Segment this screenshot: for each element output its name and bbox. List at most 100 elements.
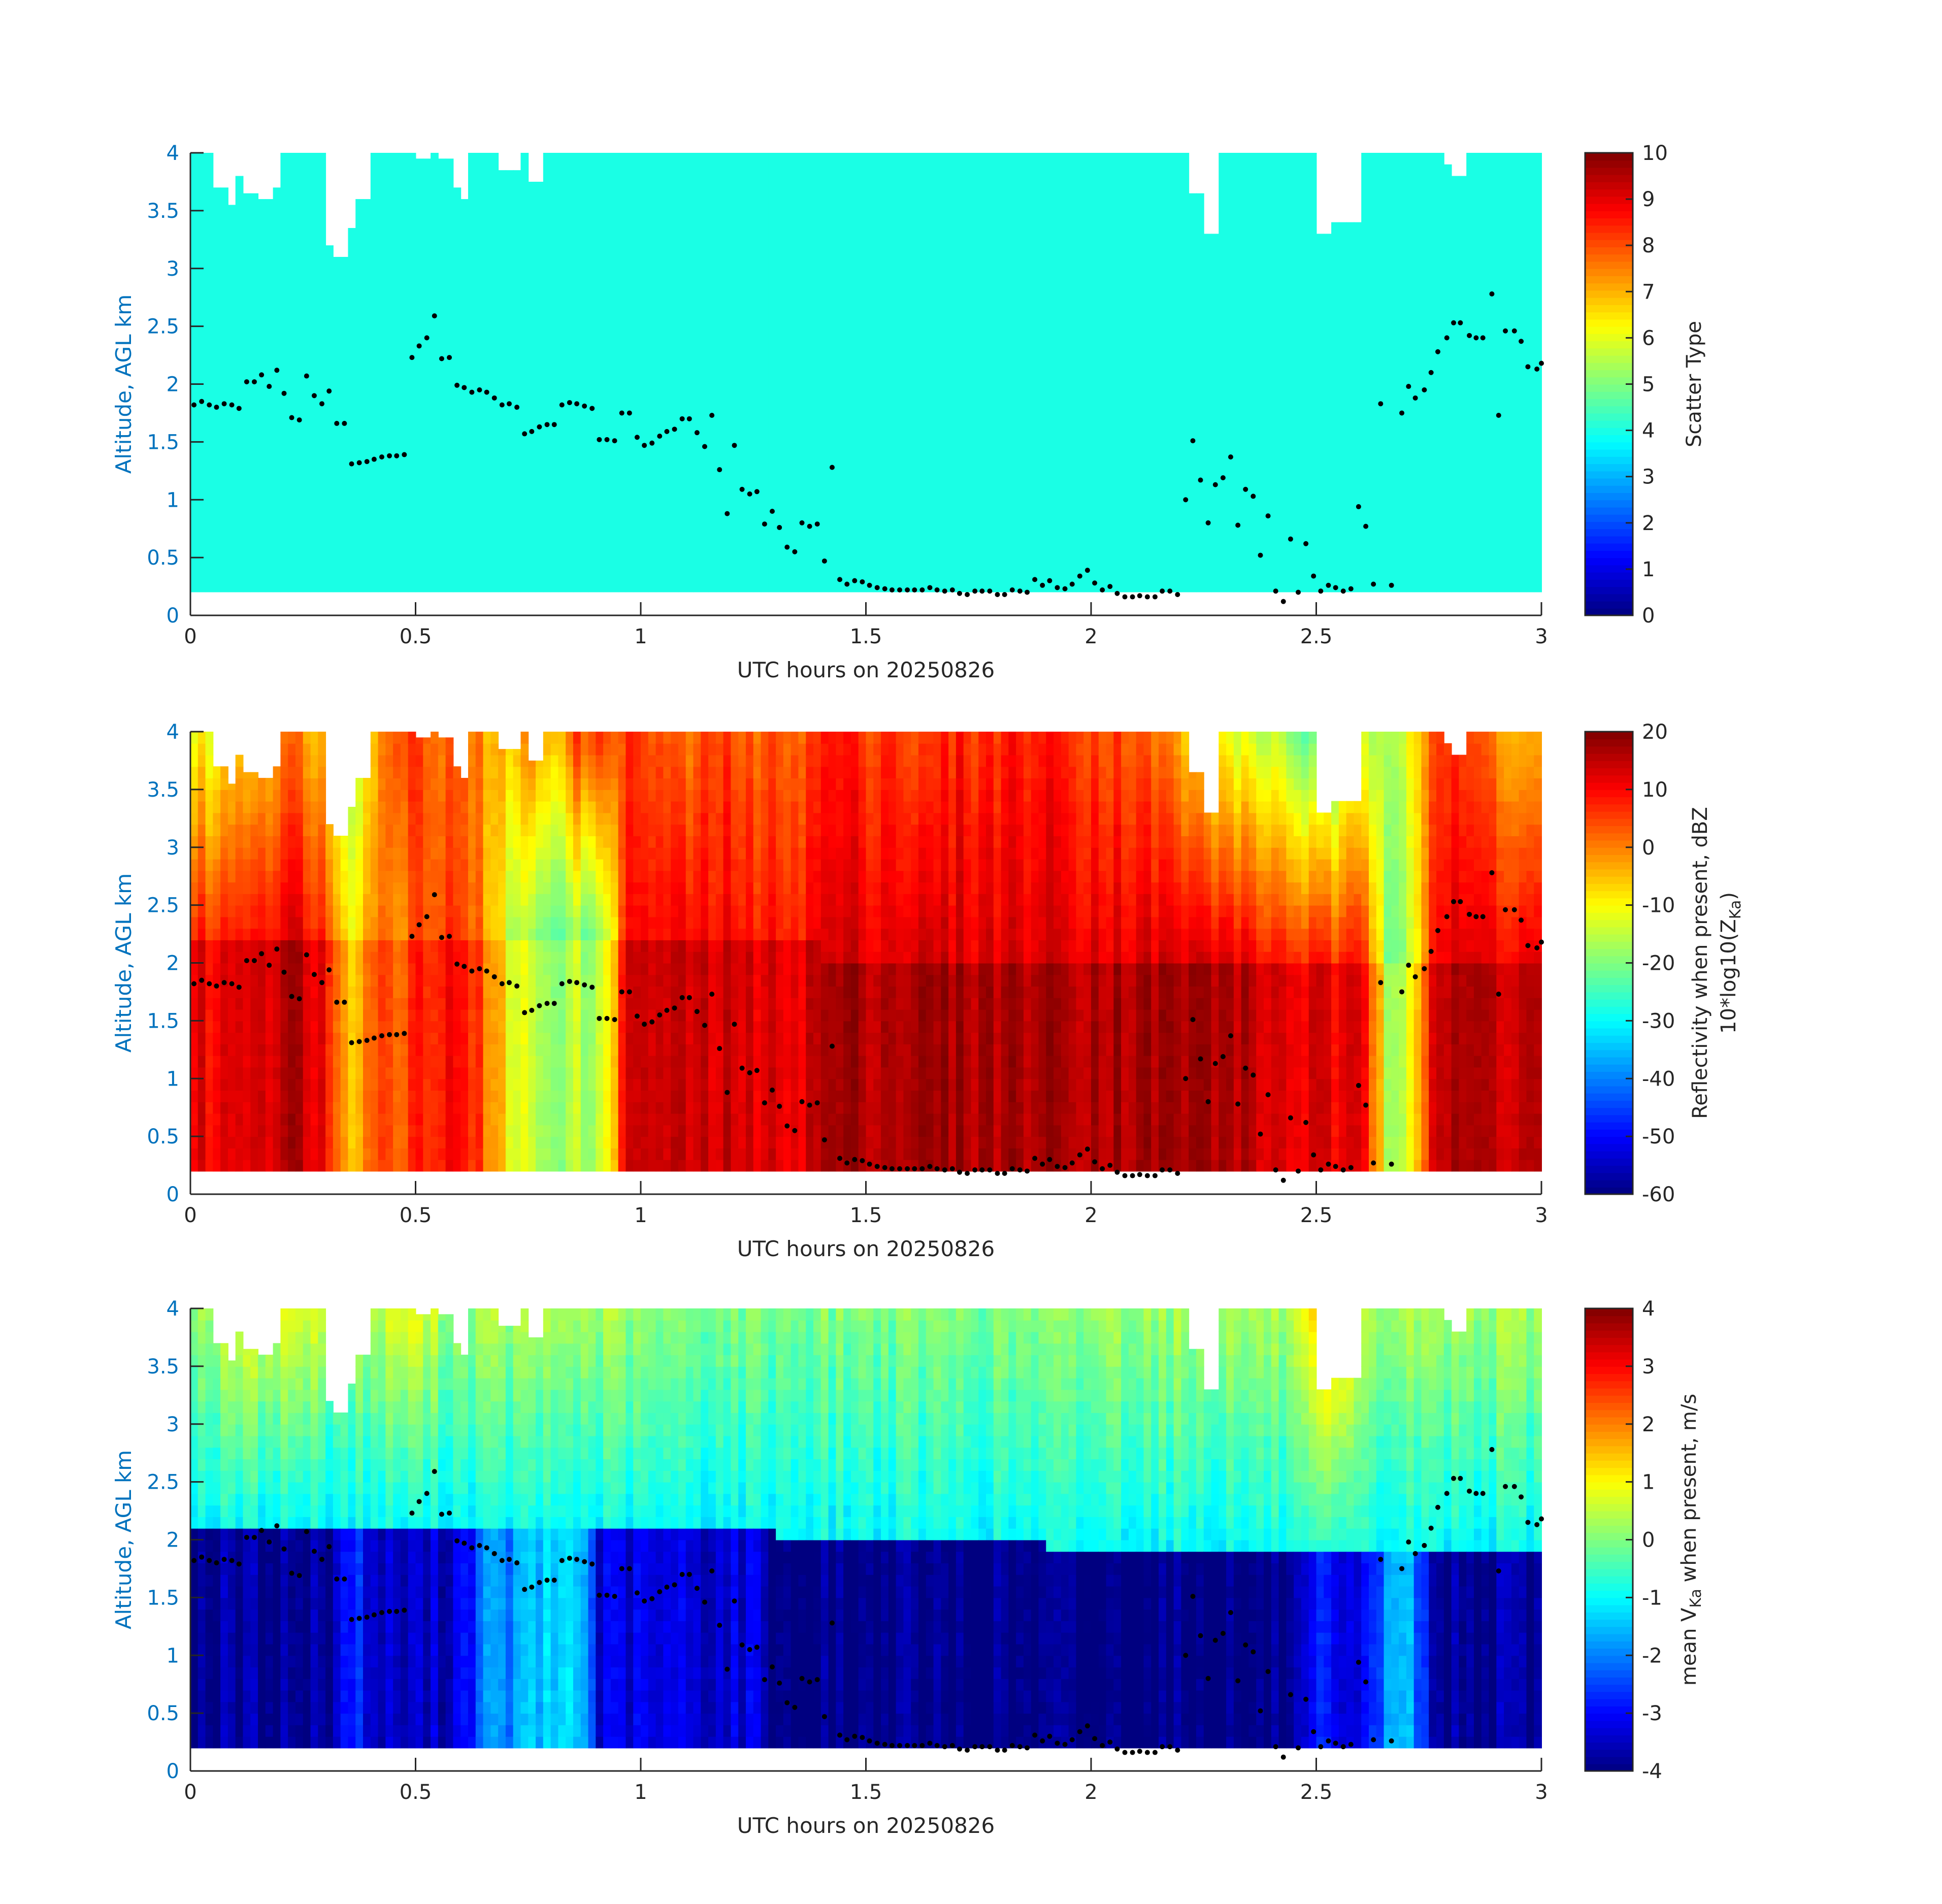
- heatmap-cell: [370, 1009, 379, 1022]
- heatmap-cell: [273, 847, 281, 860]
- heatmap-cell: [641, 974, 649, 987]
- heatmap-cell: [1008, 870, 1017, 883]
- heatmap-cell: [1001, 789, 1009, 802]
- heatmap-cell: [723, 905, 732, 917]
- heatmap-cell: [573, 778, 581, 790]
- heatmap-cell: [453, 986, 462, 998]
- overlay-point: [214, 405, 219, 410]
- heatmap-cell: [460, 812, 469, 825]
- heatmap-cell: [806, 1078, 814, 1091]
- heatmap-cell: [731, 1113, 739, 1126]
- heatmap-cell: [213, 1032, 221, 1044]
- heatmap-cell: [768, 1021, 777, 1033]
- heatmap-cell: [483, 951, 491, 964]
- heatmap-cell: [580, 859, 589, 871]
- heatmap-cell: [1083, 754, 1092, 767]
- heatmap-cell: [753, 963, 762, 975]
- heatmap-cell: [536, 1101, 544, 1114]
- heatmap-cell: [641, 754, 649, 767]
- heatmap-cell: [948, 1147, 957, 1160]
- heatmap-cell: [453, 1113, 462, 1126]
- heatmap-cell: [498, 997, 506, 1010]
- heatmap-cell: [280, 1009, 289, 1022]
- overlay-point: [657, 433, 663, 439]
- heatmap-cell: [310, 1032, 319, 1044]
- colorbar-swatch: [1585, 189, 1633, 197]
- heatmap-cell: [926, 916, 934, 929]
- heatmap-cell: [776, 1021, 784, 1033]
- heatmap-cell: [235, 893, 244, 906]
- heatmap-cell: [873, 893, 882, 906]
- heatmap-cell: [431, 754, 439, 767]
- heatmap-cell: [415, 158, 424, 593]
- heatmap-cell: [941, 812, 949, 825]
- heatmap-cell: [460, 1021, 469, 1033]
- heatmap-cell: [460, 1125, 469, 1137]
- overlay-point: [799, 520, 805, 526]
- heatmap-cell: [648, 1055, 656, 1068]
- colorbar-swatch: [1585, 290, 1633, 298]
- heatmap-cell: [926, 1136, 934, 1148]
- heatmap-cell: [941, 870, 949, 883]
- heatmap-cell: [588, 1147, 597, 1160]
- heatmap-cell: [288, 1125, 296, 1137]
- heatmap-cell: [693, 916, 702, 929]
- heatmap-cell: [348, 1101, 356, 1114]
- heatmap-cell: [603, 824, 611, 836]
- heatmap-cell: [1031, 870, 1039, 883]
- heatmap-cell: [550, 974, 559, 987]
- heatmap-cell: [573, 743, 581, 756]
- heatmap-cell: [858, 916, 867, 929]
- heatmap-cell: [836, 893, 844, 906]
- heatmap-cell: [926, 893, 934, 906]
- heatmap-cell: [753, 1055, 762, 1068]
- heatmap-cell: [768, 789, 777, 802]
- heatmap-cell: [610, 1055, 619, 1068]
- heatmap-cell: [536, 760, 544, 767]
- heatmap-cell: [400, 1113, 409, 1126]
- heatmap-cell: [1001, 153, 1009, 593]
- heatmap-cell: [693, 974, 702, 987]
- heatmap-cell: [220, 187, 228, 593]
- heatmap-cell: [978, 963, 987, 975]
- heatmap-cell: [1008, 951, 1017, 964]
- heatmap-cell: [1046, 1090, 1055, 1102]
- heatmap-cell: [663, 974, 672, 987]
- heatmap-cell: [843, 743, 851, 756]
- heatmap-cell: [843, 997, 851, 1010]
- heatmap-cell: [250, 1067, 259, 1079]
- heatmap-cell: [190, 997, 199, 1010]
- heatmap-cell: [1046, 153, 1055, 593]
- heatmap-cell: [370, 928, 379, 940]
- heatmap-cell: [520, 743, 529, 756]
- heatmap-cell: [363, 882, 371, 894]
- heatmap-cell: [881, 1078, 889, 1091]
- heatmap-cell: [580, 732, 589, 744]
- heatmap-cell: [776, 974, 784, 987]
- heatmap-cell: [445, 939, 454, 952]
- heatmap-cell: [550, 153, 559, 593]
- heatmap-cell: [273, 766, 281, 779]
- heatmap-cell: [543, 1078, 551, 1091]
- heatmap-cell: [573, 812, 581, 825]
- heatmap-cell: [445, 1009, 454, 1022]
- heatmap-cell: [415, 893, 424, 906]
- colorbar-swatch: [1585, 507, 1633, 515]
- heatmap-cell: [753, 974, 762, 987]
- heatmap-cell: [745, 1043, 754, 1056]
- heatmap-cell: [693, 1032, 702, 1044]
- heatmap-cell: [963, 986, 972, 998]
- heatmap-cell: [933, 754, 942, 767]
- heatmap-cell: [701, 1159, 709, 1172]
- heatmap-cell: [641, 835, 649, 848]
- heatmap-cell: [1091, 1090, 1099, 1102]
- heatmap-cell: [918, 1113, 927, 1126]
- heatmap-cell: [550, 1159, 559, 1172]
- heatmap-cell: [483, 824, 491, 836]
- heatmap-cell: [460, 1078, 469, 1091]
- heatmap-cell: [348, 997, 356, 1010]
- heatmap-cell: [288, 1021, 296, 1033]
- heatmap-cell: [918, 974, 927, 987]
- heatmap-cell: [678, 743, 686, 756]
